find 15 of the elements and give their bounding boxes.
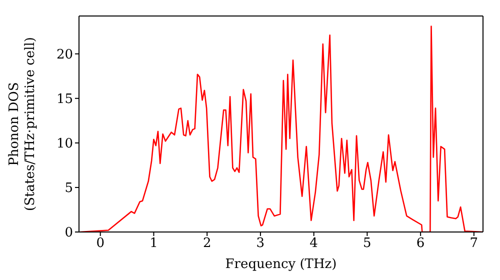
y-tick-label: 10 <box>56 136 73 152</box>
x-tick-label: 3 <box>256 236 265 252</box>
x-tick-label: 4 <box>310 236 318 252</box>
y-tick-label: 20 <box>56 47 73 62</box>
y-tick-label: 5 <box>64 181 73 196</box>
y-tick-label: 0 <box>64 226 73 241</box>
x-tick-label: 6 <box>416 236 425 252</box>
x-tick-label: 5 <box>363 236 372 252</box>
x-tick-label: 0 <box>96 236 104 252</box>
y-tick-label: 15 <box>56 92 73 108</box>
x-tick-label: 7 <box>470 236 478 252</box>
x-tick-label: 2 <box>202 236 212 252</box>
x-tick-label: 1 <box>150 236 158 252</box>
y-axis-title: Phonon DOS (States/THz·primitive cell) <box>7 36 38 212</box>
x-axis-title: Frequency (THz) <box>225 257 337 272</box>
